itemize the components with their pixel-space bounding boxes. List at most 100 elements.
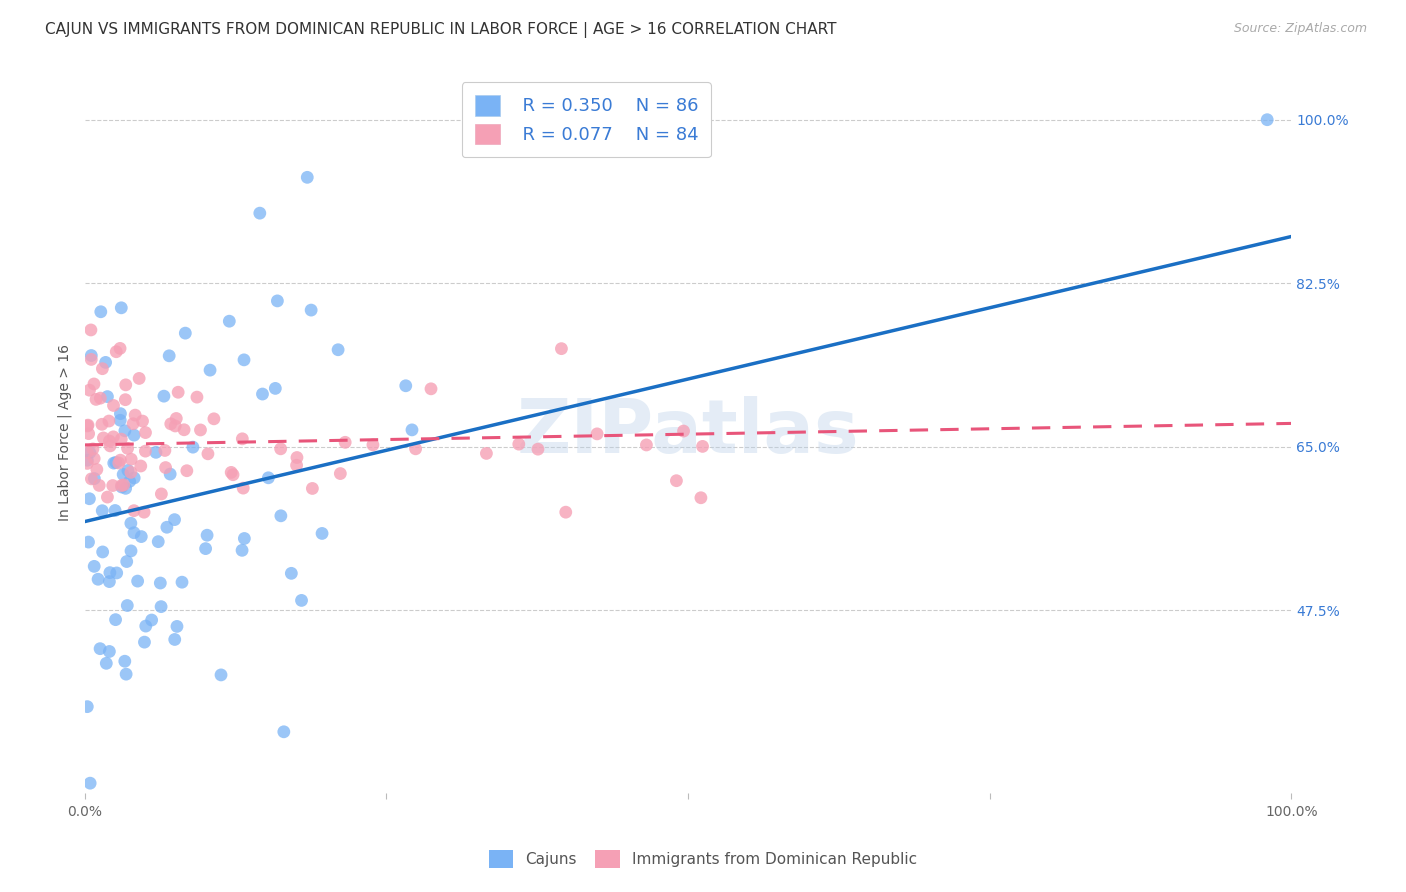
Point <box>326 343 349 357</box>
Point <box>93 431 115 445</box>
Point <box>333 435 356 450</box>
Point <box>80 472 103 486</box>
Point <box>173 423 195 437</box>
Point <box>114 392 136 407</box>
Point <box>163 513 186 527</box>
Point <box>114 654 136 668</box>
Point <box>122 471 145 485</box>
Point <box>98 439 121 453</box>
Point <box>167 385 190 400</box>
Point <box>96 390 118 404</box>
Point <box>86 462 108 476</box>
Point <box>222 467 245 482</box>
Point <box>176 464 198 478</box>
Point <box>84 392 107 407</box>
Point <box>672 424 695 438</box>
Point <box>97 414 120 428</box>
Point <box>165 411 187 425</box>
Point <box>110 453 132 467</box>
Point <box>76 699 98 714</box>
Point <box>114 377 136 392</box>
Point <box>115 667 138 681</box>
Point <box>89 641 111 656</box>
Point <box>194 541 217 556</box>
Point <box>197 447 219 461</box>
Point <box>141 613 163 627</box>
Point <box>257 471 280 485</box>
Point <box>219 466 242 480</box>
Point <box>111 480 134 494</box>
Point <box>163 632 186 647</box>
Point <box>101 478 124 492</box>
Point <box>104 455 127 469</box>
Point <box>285 458 308 473</box>
Point <box>114 481 136 495</box>
Point <box>159 467 181 481</box>
Point <box>405 442 427 456</box>
Point <box>77 535 100 549</box>
Point <box>636 438 658 452</box>
Point <box>122 428 145 442</box>
Point <box>103 430 125 444</box>
Point <box>273 724 295 739</box>
Point <box>145 445 167 459</box>
Point <box>233 532 256 546</box>
Point <box>420 382 443 396</box>
Point <box>77 418 100 433</box>
Point <box>129 530 152 544</box>
Point <box>155 460 177 475</box>
Point <box>82 442 104 456</box>
Point <box>79 491 101 506</box>
Point <box>252 387 274 401</box>
Point <box>110 432 132 446</box>
Point <box>233 352 256 367</box>
Point <box>301 482 323 496</box>
Point <box>299 303 322 318</box>
Point <box>110 301 132 315</box>
Point <box>134 635 156 649</box>
Point <box>218 314 240 328</box>
Point <box>361 438 384 452</box>
Point <box>527 442 550 457</box>
Point <box>135 619 157 633</box>
Text: Source: ZipAtlas.com: Source: ZipAtlas.com <box>1233 22 1367 36</box>
Point <box>329 467 352 481</box>
Point <box>129 458 152 473</box>
Point <box>120 516 142 531</box>
Point <box>554 505 576 519</box>
Legend: Cajuns, Immigrants from Dominican Republic: Cajuns, Immigrants from Dominican Republ… <box>482 844 924 873</box>
Point <box>79 445 101 459</box>
Point <box>156 520 179 534</box>
Point <box>110 407 132 421</box>
Point <box>103 399 125 413</box>
Point <box>112 467 135 482</box>
Point <box>117 442 139 456</box>
Point <box>153 389 176 403</box>
Point <box>150 487 173 501</box>
Point <box>108 342 131 356</box>
Point <box>76 445 98 459</box>
Point <box>117 463 139 477</box>
Point <box>83 451 105 466</box>
Point <box>165 419 187 434</box>
Point <box>103 456 125 470</box>
Point <box>508 437 530 451</box>
Point <box>195 528 218 542</box>
Point <box>231 432 253 446</box>
Point <box>186 390 208 404</box>
Point <box>87 572 110 586</box>
Point <box>264 381 287 395</box>
Point <box>98 574 121 589</box>
Point <box>76 419 98 434</box>
Text: CAJUN VS IMMIGRANTS FROM DOMINICAN REPUBLIC IN LABOR FORCE | AGE > 16 CORRELATIO: CAJUN VS IMMIGRANTS FROM DOMINICAN REPUB… <box>45 22 837 38</box>
Point <box>107 456 129 470</box>
Point <box>311 526 333 541</box>
Text: ZIPatlas: ZIPatlas <box>517 396 859 469</box>
Point <box>98 434 121 448</box>
Point <box>550 342 572 356</box>
Point <box>395 378 418 392</box>
Point <box>89 478 111 492</box>
Point <box>91 504 114 518</box>
Point <box>89 391 111 405</box>
Point <box>280 566 302 581</box>
